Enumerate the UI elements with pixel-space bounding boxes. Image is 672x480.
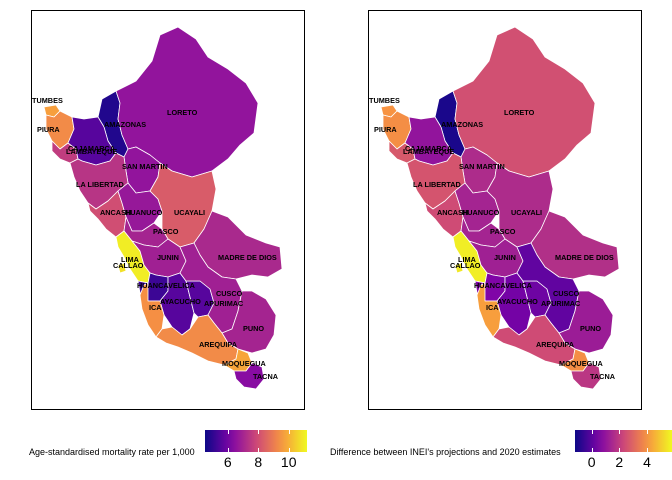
- region-label-lambayeque: LAMBAYEQUE: [66, 147, 117, 156]
- legend-tick-label: 4: [643, 454, 651, 470]
- legend-difference: Difference between INEI's projections an…: [330, 430, 672, 474]
- region-huanuco: [454, 182, 500, 232]
- region-label-cajamarca: CAJAMARCA: [405, 144, 453, 153]
- region-label-cusco: CUSCO: [553, 289, 580, 298]
- legend-tick-mark: [647, 430, 649, 434]
- region-label-piura: PIURA: [37, 125, 60, 134]
- legend-tick-mark: [227, 448, 229, 452]
- region-label-ucayali: UCAYALI: [174, 208, 205, 217]
- legend-tick-mark: [619, 430, 621, 434]
- legend-tick-mark: [619, 448, 621, 452]
- legend-tick-mark: [227, 430, 229, 434]
- region-label-ica: ICA: [486, 303, 499, 312]
- region-label-callao: CALLAO: [450, 261, 481, 270]
- region-label-apurimac: APURIMAC: [204, 299, 244, 308]
- region-tacna: [570, 362, 602, 390]
- legend-tick-label: 8: [254, 454, 263, 470]
- region-label-pasco: PASCO: [153, 227, 179, 236]
- region-label-arequipa: AREQUIPA: [199, 340, 238, 349]
- region-label-loreto: LORETO: [504, 108, 535, 117]
- region-label-loreto: LORETO: [167, 108, 198, 117]
- legend-tick-label: 2: [615, 454, 624, 470]
- region-label-huanuco: HUANUCO: [125, 208, 163, 217]
- region-label-junin: JUNIN: [494, 253, 516, 262]
- region-arequipa: [492, 314, 576, 366]
- region-label-la-libertad: LA LIBERTAD: [76, 180, 124, 189]
- color-scale-bar: [205, 430, 307, 452]
- region-label-madre-de-dios: MADRE DE DIOS: [218, 253, 277, 262]
- map-panel-difference: TUMBES PIURA AMAZONAS LAMBAYEQUE CAJAMARCA LO…: [368, 10, 642, 410]
- region-tacna: [233, 362, 265, 390]
- legend-tick-mark: [258, 448, 260, 452]
- region-label-puno: PUNO: [580, 324, 601, 333]
- region-label-amazonas: AMAZONAS: [441, 120, 483, 129]
- legend-ticks: 0 2 4: [575, 454, 672, 472]
- region-label-puno: PUNO: [243, 324, 264, 333]
- legend-tick-mark: [288, 448, 290, 452]
- region-label-moquegua: MOQUEGUA: [222, 359, 267, 368]
- region-callao: [117, 262, 127, 274]
- legend-title-mortality: Age-standardised mortality rate per 1,00…: [29, 447, 195, 457]
- legend-mortality: Age-standardised mortality rate per 1,00…: [0, 430, 336, 474]
- region-label-tumbes: TUMBES: [369, 96, 400, 105]
- region-label-cajamarca: CAJAMARCA: [68, 144, 116, 153]
- region-label-tacna: TACNA: [253, 372, 279, 381]
- region-label-huancavelica: HUANCAVELICA: [137, 281, 196, 290]
- legend-tick-mark: [647, 448, 649, 452]
- region-label-huanuco: HUANUCO: [462, 208, 500, 217]
- region-label-junin: JUNIN: [157, 253, 179, 262]
- legend-title-difference: Difference between INEI's projections an…: [330, 447, 561, 457]
- region-label-la-libertad: LA LIBERTAD: [413, 180, 461, 189]
- region-arequipa: [155, 314, 239, 366]
- region-label-callao: CALLAO: [113, 261, 144, 270]
- region-huanuco: [117, 182, 163, 232]
- region-label-pasco: PASCO: [490, 227, 516, 236]
- region-label-ayacucho: AYACUCHO: [160, 297, 201, 306]
- region-label-amazonas: AMAZONAS: [104, 120, 146, 129]
- region-label-madre-de-dios: MADRE DE DIOS: [555, 253, 614, 262]
- region-label-ancash: ANCASH: [100, 208, 131, 217]
- region-label-tumbes: TUMBES: [32, 96, 63, 105]
- map-panel-mortality: TUMBES PIURA AMAZONAS LAMBAYEQUE CAJAMARCA LO…: [31, 10, 305, 410]
- region-layer: [43, 26, 283, 390]
- region-label-lima: LIMA: [458, 255, 477, 264]
- region-label-ancash: ANCASH: [437, 208, 468, 217]
- region-label-san-martin: SAN MARTIN: [459, 162, 505, 171]
- region-label-arequipa: AREQUIPA: [536, 340, 575, 349]
- legend-ticks: 6 8 10: [205, 454, 307, 472]
- legend-tick-mark: [591, 448, 593, 452]
- region-loreto: [452, 26, 596, 178]
- region-label-ayacucho: AYACUCHO: [497, 297, 538, 306]
- region-label-cusco: CUSCO: [216, 289, 243, 298]
- region-label-tacna: TACNA: [590, 372, 616, 381]
- legend-tick-mark: [591, 430, 593, 434]
- region-layer: [380, 26, 620, 390]
- region-label-ica: ICA: [149, 303, 162, 312]
- region-label-apurimac: APURIMAC: [541, 299, 581, 308]
- region-loreto: [115, 26, 259, 178]
- legend-tick-label: 6: [223, 454, 232, 470]
- region-label-ucayali: UCAYALI: [511, 208, 542, 217]
- region-label-lima: LIMA: [121, 255, 140, 264]
- region-callao: [454, 262, 464, 274]
- legend-tick-mark: [258, 430, 260, 434]
- legend-tick-label: 10: [280, 454, 297, 470]
- legend-tick-mark: [288, 430, 290, 434]
- region-label-huancavelica: HUANCAVELICA: [474, 281, 533, 290]
- region-label-san-martin: SAN MARTIN: [122, 162, 168, 171]
- region-label-piura: PIURA: [374, 125, 397, 134]
- legend-tick-label: 0: [587, 454, 596, 470]
- color-scale-bar: [575, 430, 672, 452]
- region-label-moquegua: MOQUEGUA: [559, 359, 604, 368]
- region-label-lambayeque: LAMBAYEQUE: [403, 147, 454, 156]
